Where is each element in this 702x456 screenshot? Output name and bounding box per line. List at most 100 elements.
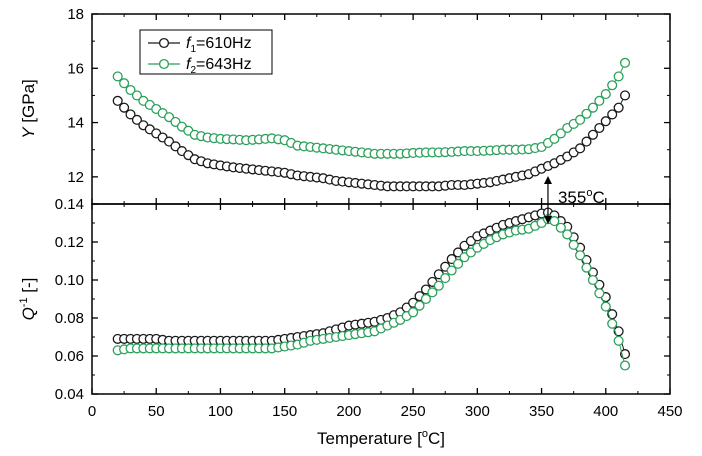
x-axis-sup: o bbox=[422, 428, 428, 440]
data-point bbox=[607, 318, 618, 329]
x-tick-label: 50 bbox=[148, 403, 165, 420]
data-point bbox=[125, 84, 136, 96]
data-point bbox=[619, 360, 631, 371]
x-tick-label: 100 bbox=[208, 403, 233, 420]
annotation: 355oC bbox=[543, 176, 605, 224]
data-point bbox=[600, 116, 611, 127]
data-point bbox=[427, 287, 438, 298]
y-axis-label: Q-1 [-] bbox=[18, 278, 38, 321]
x-axis-unit: C] bbox=[428, 429, 445, 448]
data-point bbox=[112, 95, 123, 106]
data-point bbox=[613, 71, 624, 82]
data-point bbox=[613, 326, 624, 337]
series-1 bbox=[112, 90, 631, 192]
data-point bbox=[619, 57, 631, 68]
data-point bbox=[549, 216, 560, 227]
data-point bbox=[131, 114, 143, 125]
x-tick-label: 250 bbox=[401, 403, 426, 420]
x-tick-label: 200 bbox=[336, 403, 361, 420]
x-tick-label: 450 bbox=[657, 403, 682, 420]
legend-sub: 1 bbox=[190, 44, 196, 55]
data-point bbox=[575, 114, 586, 125]
data-point bbox=[440, 273, 451, 284]
legend-text: =643Hz bbox=[196, 56, 252, 73]
y-axis-unit: [-] bbox=[19, 278, 38, 298]
data-point bbox=[125, 109, 136, 120]
y-axis-sup: -1 bbox=[18, 297, 30, 307]
data-point bbox=[600, 89, 611, 100]
data-point bbox=[420, 293, 432, 305]
data-point bbox=[131, 90, 143, 101]
data-point bbox=[549, 133, 560, 144]
data-point bbox=[607, 80, 618, 91]
x-tick-label: 0 bbox=[88, 403, 96, 420]
data-point bbox=[575, 250, 586, 261]
data-point bbox=[607, 309, 618, 320]
annotation-sup: o bbox=[586, 187, 592, 199]
y-axis-label: Y [GPa] bbox=[19, 79, 38, 139]
series-2 bbox=[112, 57, 631, 159]
data-point bbox=[581, 262, 592, 273]
data-point bbox=[119, 102, 130, 113]
data-point bbox=[453, 258, 464, 269]
annotation-value: 355 bbox=[558, 188, 586, 207]
data-point bbox=[414, 300, 425, 311]
y-tick-label: 0.12 bbox=[55, 234, 84, 251]
data-point bbox=[613, 335, 624, 346]
x-axis-label: Temperature [oC] bbox=[317, 428, 445, 448]
y-tick-label: 14 bbox=[67, 115, 84, 132]
data-point bbox=[555, 222, 566, 233]
y-axis-var: Y bbox=[19, 126, 38, 139]
data-point bbox=[568, 239, 579, 250]
series-2 bbox=[112, 214, 631, 371]
data-point bbox=[581, 136, 592, 147]
data-point bbox=[119, 78, 130, 89]
data-point bbox=[587, 274, 598, 286]
annotation-arrow-up bbox=[543, 176, 552, 184]
y-axis-var: Q bbox=[19, 307, 38, 320]
data-point bbox=[433, 280, 444, 291]
y-tick-label: 0.04 bbox=[55, 386, 84, 403]
legend-label: f1=610Hz bbox=[186, 35, 252, 55]
data-point bbox=[594, 122, 605, 134]
annotation-unit: C bbox=[592, 188, 604, 207]
y-tick-label: 0.14 bbox=[55, 196, 84, 213]
y-tick-label: 18 bbox=[67, 6, 84, 23]
data-point bbox=[446, 265, 457, 276]
x-axis-text: Temperature [ bbox=[317, 429, 422, 448]
x-tick-label: 400 bbox=[593, 403, 618, 420]
data-point bbox=[619, 90, 631, 101]
data-point bbox=[562, 229, 573, 240]
data-point bbox=[594, 95, 605, 106]
x-tick-label: 300 bbox=[465, 403, 490, 420]
annotation-label: 355oC bbox=[558, 187, 605, 207]
legend-sub: 2 bbox=[190, 65, 196, 76]
data-point bbox=[408, 307, 419, 318]
legend-text: =610Hz bbox=[196, 35, 252, 52]
legend-marker bbox=[158, 58, 170, 70]
y-tick-label: 12 bbox=[67, 169, 84, 186]
x-tick-label: 350 bbox=[529, 403, 554, 420]
data-point bbox=[613, 102, 624, 113]
y-tick-label: 0.10 bbox=[55, 272, 84, 289]
data-point bbox=[600, 301, 611, 312]
legend-var: f bbox=[186, 35, 192, 52]
y-axis-unit: [GPa] bbox=[19, 79, 38, 127]
legend-label: f2=643Hz bbox=[186, 56, 252, 76]
annotation-arrow-down bbox=[543, 216, 552, 224]
data-point bbox=[555, 128, 566, 139]
data-point bbox=[112, 71, 123, 82]
legend-var: f bbox=[186, 56, 192, 73]
data-point bbox=[594, 288, 605, 299]
plot-frame bbox=[91, 203, 671, 395]
data-point bbox=[587, 129, 598, 140]
data-point bbox=[581, 108, 592, 119]
x-tick-label: 150 bbox=[272, 403, 297, 420]
data-point bbox=[575, 143, 586, 154]
y-tick-label: 0.06 bbox=[55, 348, 84, 365]
data-point bbox=[607, 109, 618, 120]
data-point bbox=[587, 102, 598, 113]
